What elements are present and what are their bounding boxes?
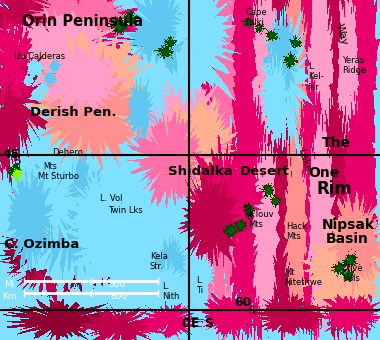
Text: Dehero: Dehero [52,148,83,157]
Text: Desert: Desert [240,165,290,178]
Text: 800: 800 [110,292,127,301]
Text: L.
Kel-
fer: L. Kel- fer [308,62,324,92]
Text: K'louv
Mts: K'louv Mts [248,210,274,230]
Text: 60: 60 [234,296,252,309]
Text: Shidalka: Shidalka [168,165,233,178]
Text: Rim: Rim [316,180,352,198]
Text: Km: Km [2,292,17,301]
Text: C. Ozimba: C. Ozimba [4,238,79,251]
Text: L.
Nith: L. Nith [162,282,179,301]
Text: S: S [248,306,254,316]
Text: One: One [308,166,339,180]
Text: Derish Pen.: Derish Pen. [30,106,117,119]
Text: Orin Peninsula: Orin Peninsula [22,14,143,29]
Text: L.
Ti: L. Ti [196,276,203,295]
Text: Yeras
Ridge: Yeras Ridge [342,56,366,75]
Text: The: The [322,136,351,150]
Text: 500: 500 [108,280,125,289]
Text: Way: Way [334,22,349,46]
Text: 0: 0 [181,317,190,330]
Text: S: S [14,156,20,166]
Text: Cape
Falki: Cape Falki [245,8,267,28]
Text: Mt Sturbo: Mt Sturbo [38,172,79,181]
Text: L. Vol: L. Vol [100,194,122,203]
Text: Olive
Hills: Olive Hills [342,264,364,284]
Text: Hack
Mts: Hack Mts [286,222,307,241]
Text: Mi: Mi [4,280,14,289]
Text: E: E [191,317,200,330]
Text: The: The [238,200,255,221]
Text: Twin Lks: Twin Lks [108,206,143,215]
Text: Nipsak: Nipsak [322,218,375,232]
Text: 45: 45 [2,148,19,161]
Text: S: S [204,317,213,330]
Text: Kela
Str.: Kela Str. [150,252,168,271]
Text: Lake: Lake [296,148,312,173]
Text: Basin: Basin [326,232,369,246]
Text: Mts: Mts [43,162,57,171]
Text: Uu Calderas: Uu Calderas [14,52,65,61]
Text: Mt
Nitethwe: Mt Nitethwe [284,268,322,287]
